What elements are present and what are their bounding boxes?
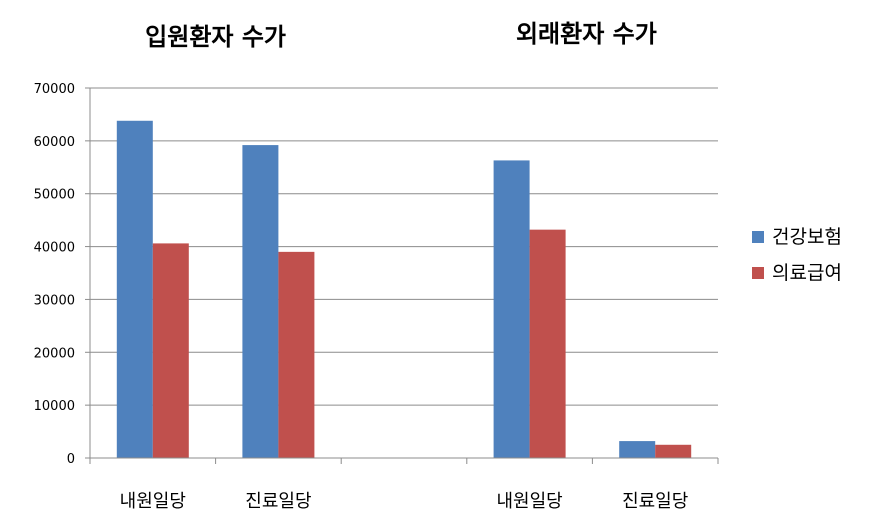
bar-series1 [116, 120, 153, 459]
legend-swatch [752, 267, 764, 279]
legend-label: 건강보험 [772, 226, 842, 248]
legend-label: 의료급여 [772, 262, 842, 284]
y-tick-label: 40000 [34, 241, 75, 256]
x-tick-label: 진료일당 [245, 491, 311, 512]
bar-series1 [619, 441, 656, 458]
y-tick-label: 20000 [34, 346, 75, 361]
x-tick-label: 내원일당 [496, 491, 562, 512]
y-tick-label: 30000 [34, 293, 75, 308]
bar-series2 [278, 251, 315, 458]
group-title: 외래환자 수가 [516, 20, 657, 48]
y-tick-label: 50000 [34, 188, 75, 203]
group-title: 입원환자 수가 [145, 23, 286, 51]
x-tick-label: 내원일당 [120, 491, 186, 512]
axes: 0 10000 20000 30000 40000 50000 60000 70000 내원일당… [34, 82, 719, 512]
bar-series1 [242, 145, 279, 459]
y-tick-label: 10000 [34, 399, 75, 414]
group-titles: 입원환자 수가 외래환자 수가 [145, 20, 657, 51]
bars [116, 120, 692, 459]
x-tick-label: 진료일당 [622, 491, 688, 512]
y-tick-label: 0 [67, 452, 75, 467]
gridlines [90, 87, 718, 406]
legend-swatch [752, 231, 764, 243]
bar-series2 [655, 444, 692, 458]
y-tick-label: 60000 [34, 135, 75, 150]
y-tick-label: 70000 [34, 82, 75, 97]
bar-series2 [152, 243, 189, 458]
bar-series1 [493, 160, 530, 458]
bar-series2 [529, 229, 566, 458]
